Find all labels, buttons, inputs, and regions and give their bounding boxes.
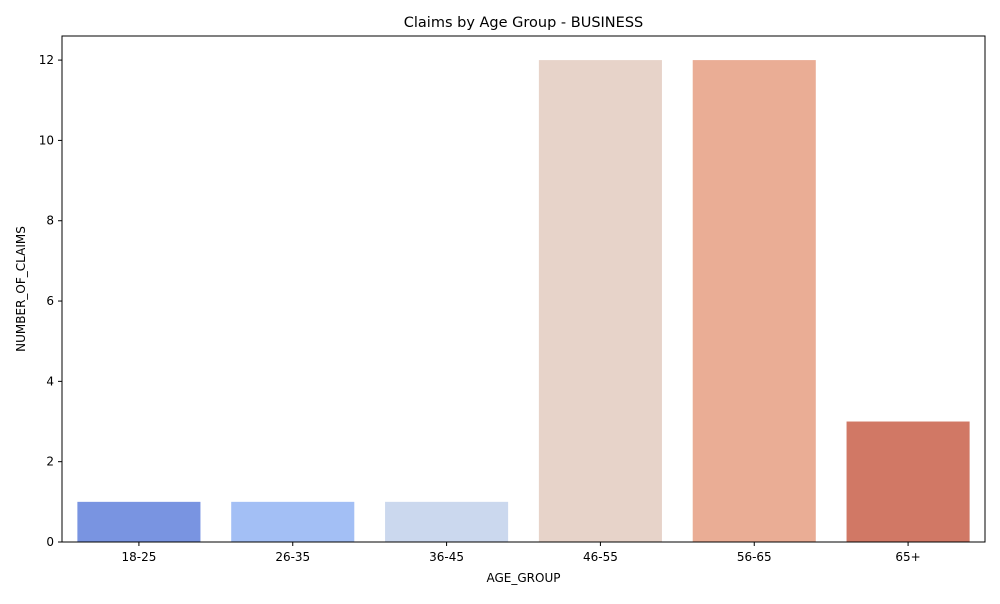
x-tick-label: 65+: [895, 550, 920, 564]
x-tick-label: 26-35: [275, 550, 310, 564]
bar-65+: [846, 421, 970, 542]
bars-layer: [77, 60, 970, 542]
y-tick-label: 10: [39, 133, 54, 147]
y-tick-label: 0: [46, 535, 54, 549]
bar-46-55: [538, 60, 662, 542]
y-tick-label: 12: [39, 53, 54, 67]
y-tick-label: 2: [46, 455, 54, 469]
bar-18-25: [77, 501, 201, 542]
x-tick-label: 36-45: [429, 550, 464, 564]
y-axis-ticks: 0 2 4 6 8 10 12: [39, 53, 62, 549]
y-tick-label: 4: [46, 374, 54, 388]
x-tick-label: 18-25: [121, 550, 156, 564]
bar-56-65: [692, 60, 816, 542]
x-axis-label: AGE_GROUP: [487, 571, 561, 585]
y-tick-label: 8: [46, 214, 54, 228]
chart-title: Claims by Age Group - BUSINESS: [404, 15, 643, 31]
x-axis-ticks: 18-25 26-35 36-45 46-55 56-65 65+: [121, 542, 921, 564]
bar-36-45: [385, 501, 509, 542]
y-tick-label: 6: [46, 294, 54, 308]
plot-frame: [61, 35, 986, 543]
x-tick-label: 46-55: [583, 550, 618, 564]
x-tick-label: 56-65: [737, 550, 772, 564]
bar-26-35: [231, 501, 355, 542]
y-axis-label: NUMBER_OF_CLAIMS: [14, 226, 28, 352]
